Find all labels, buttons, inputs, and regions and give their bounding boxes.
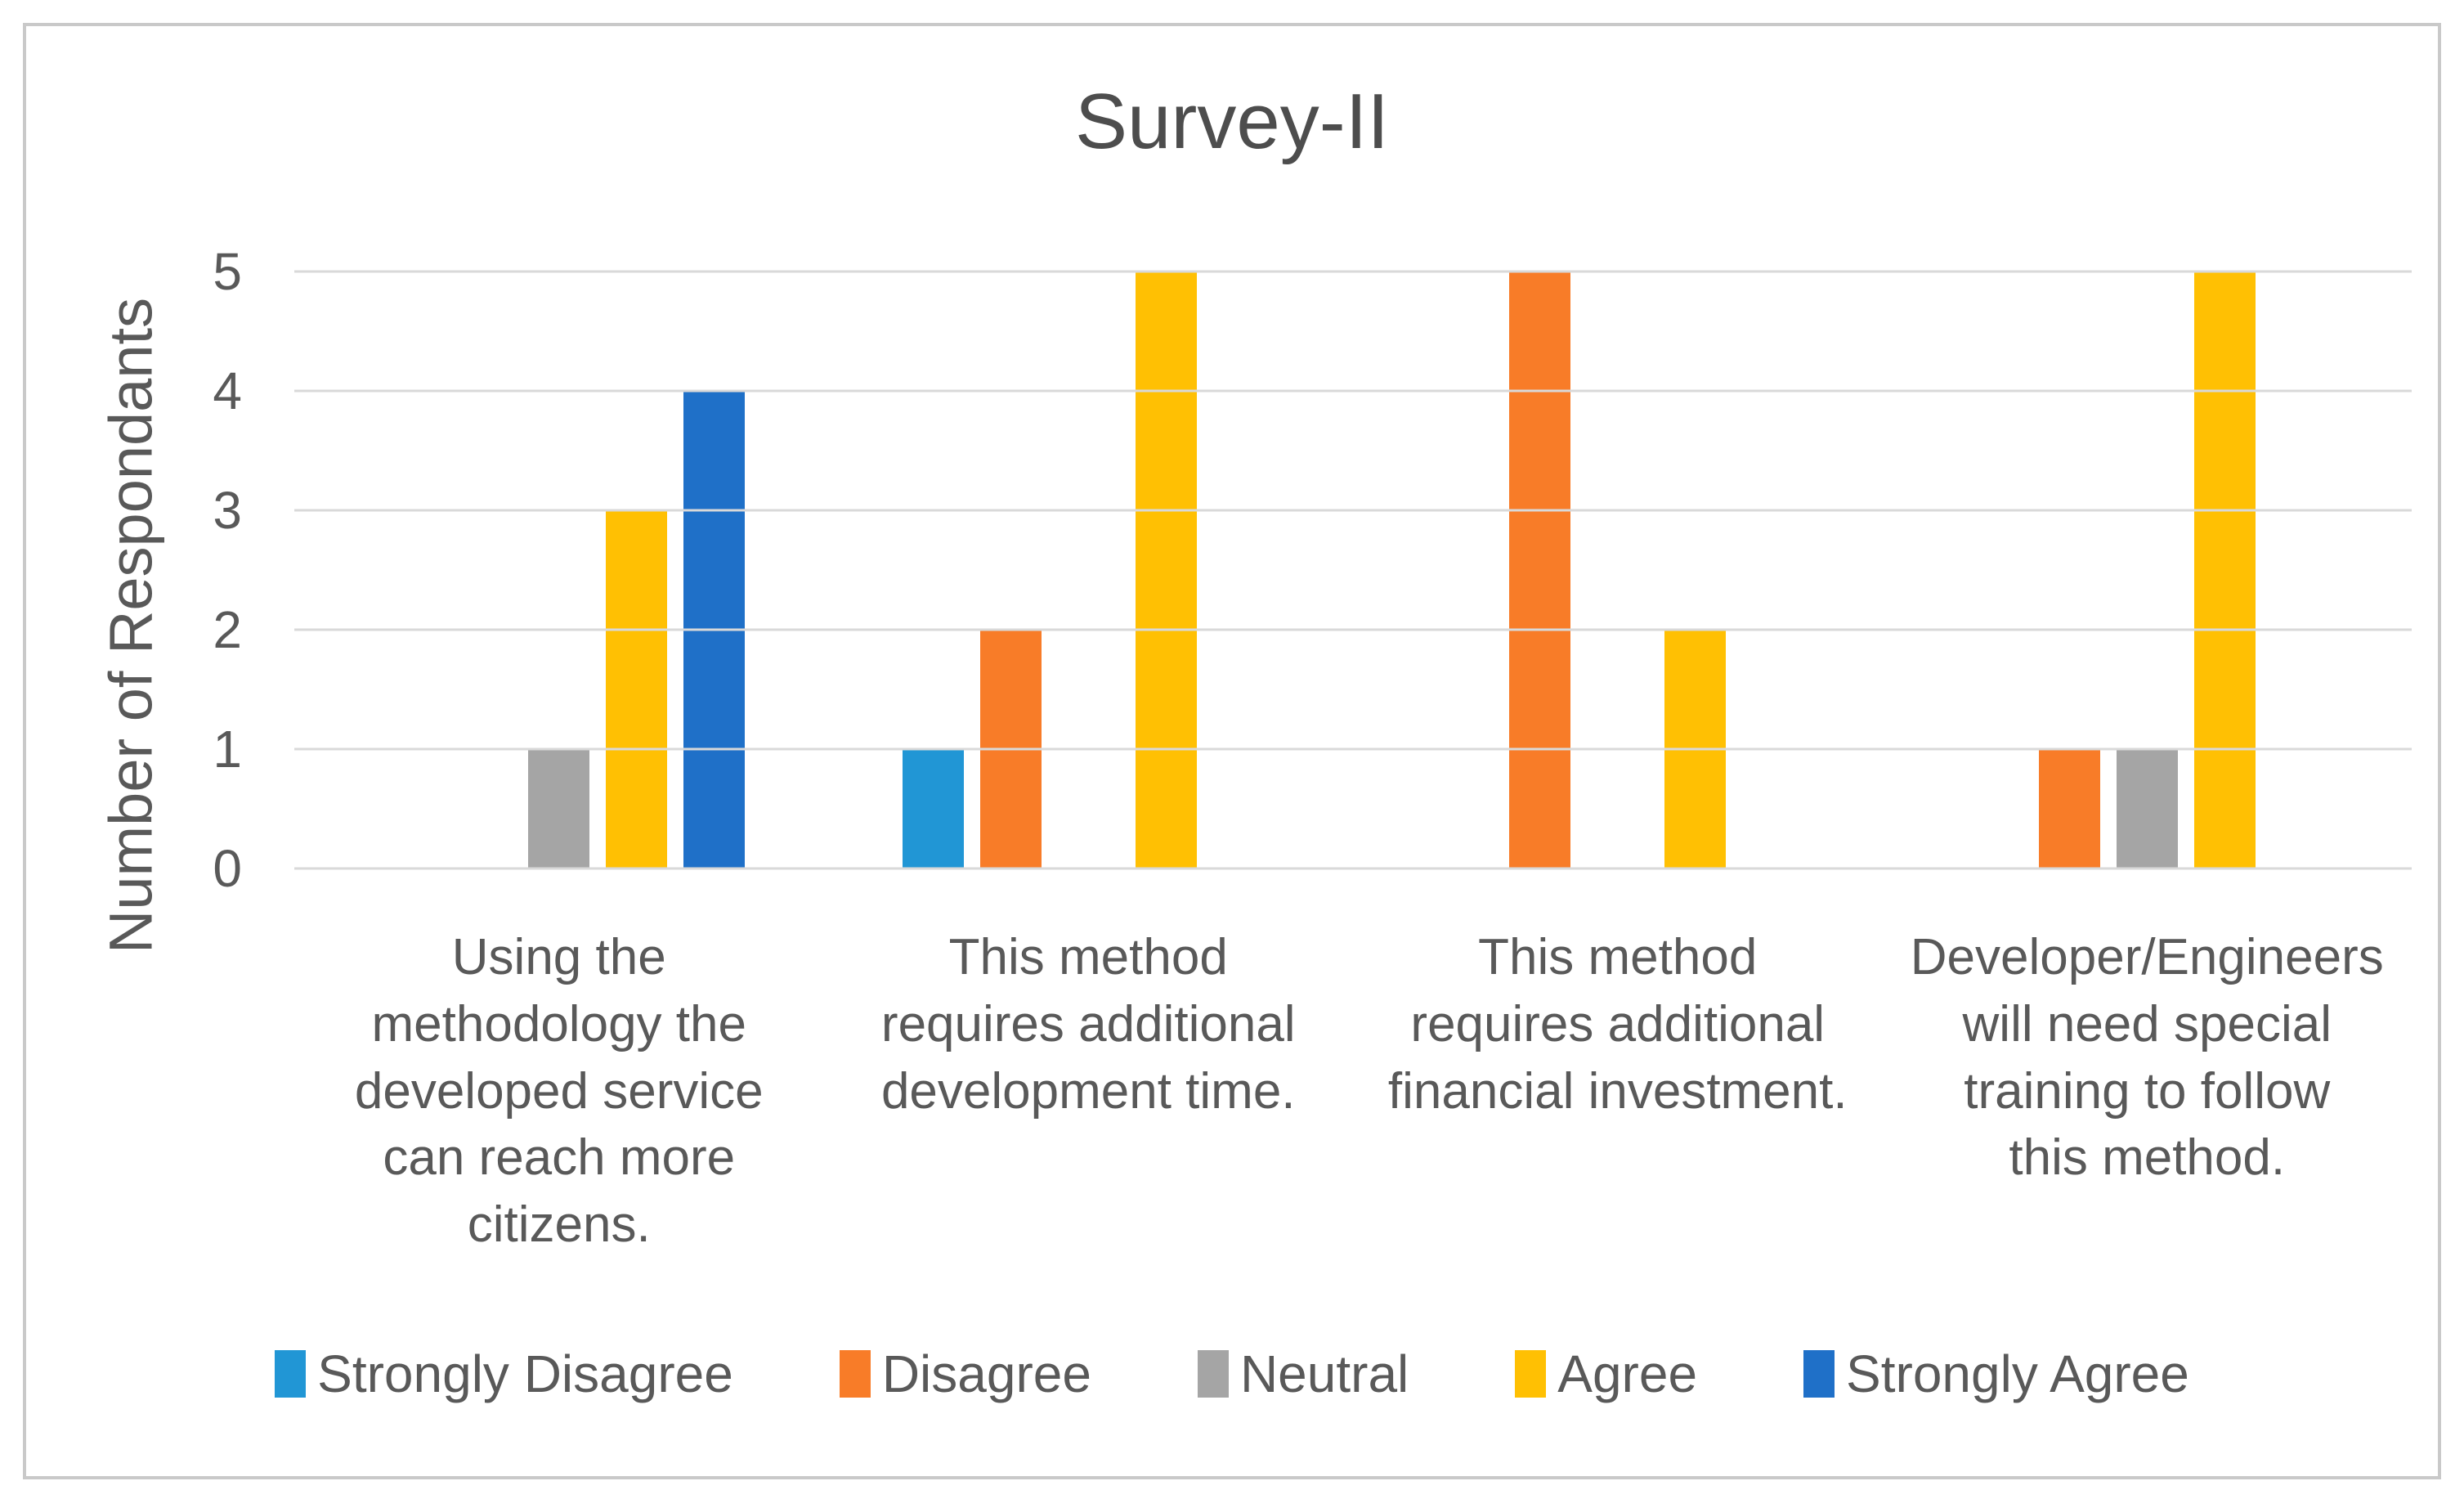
gridline-y-5 bbox=[294, 270, 2412, 273]
bar-group-3 bbox=[1353, 272, 1883, 868]
legend-swatch-agree bbox=[1515, 1350, 1547, 1398]
x-category-label-4: Developer/Engineers will need special tr… bbox=[1910, 929, 2384, 1187]
bar-strongly-disagree-group-2 bbox=[902, 749, 964, 868]
legend-item-disagree: Disagree bbox=[839, 1344, 1091, 1403]
legend-item-strongly-agree: Strongly Agree bbox=[1803, 1348, 2189, 1400]
legend-label-strongly-disagree: Strongly Disagree bbox=[317, 1344, 733, 1403]
y-axis-tick-labels: 0 1 2 3 4 5 bbox=[82, 245, 242, 895]
gridline-y-4 bbox=[294, 389, 2412, 393]
bar-neutral-group-4 bbox=[2116, 749, 2178, 868]
bar-agree-group-2 bbox=[1135, 272, 1197, 868]
plot-area bbox=[294, 270, 2412, 870]
x-category-label-2: This method requires additional developm… bbox=[880, 929, 1296, 1120]
x-category-label-3: This method requires additional financia… bbox=[1387, 929, 1848, 1120]
legend-item-neutral: Neutral bbox=[1197, 1344, 1409, 1403]
x-category-label-1: Using the methodology the developed serv… bbox=[354, 929, 764, 1254]
bar-group-1 bbox=[294, 272, 824, 868]
legend-item-agree: Agree bbox=[1515, 1348, 1697, 1400]
bar-neutral-group-1 bbox=[528, 749, 590, 868]
legend-swatch-strongly-disagree bbox=[275, 1350, 307, 1398]
bar-agree-group-1 bbox=[606, 510, 668, 868]
bar-agree-group-4 bbox=[2193, 272, 2256, 868]
bar-groups bbox=[294, 272, 2412, 868]
bar-group-2 bbox=[824, 272, 1354, 868]
legend-item-strongly-disagree: Strongly Disagree bbox=[275, 1348, 733, 1400]
legend-label-agree: Agree bbox=[1557, 1344, 1698, 1403]
gridline-y-0 bbox=[294, 867, 2412, 870]
legend-label-strongly-agree: Strongly Agree bbox=[1846, 1344, 2189, 1403]
gridline-y-1 bbox=[294, 747, 2412, 751]
y-tick-label-0: 0 bbox=[213, 839, 242, 898]
y-tick-label-2: 2 bbox=[213, 600, 242, 659]
y-tick-label-5: 5 bbox=[213, 242, 242, 301]
legend-label-neutral: Neutral bbox=[1239, 1344, 1409, 1403]
gridline-y-2 bbox=[294, 628, 2412, 631]
legend-label-disagree: Disagree bbox=[881, 1344, 1091, 1403]
legend-swatch-disagree bbox=[839, 1350, 871, 1398]
legend-swatch-neutral bbox=[1197, 1350, 1229, 1398]
bar-disagree-group-3 bbox=[1509, 272, 1571, 868]
chart-frame bbox=[23, 23, 2441, 1479]
x-axis-category-labels: Using the methodology the developed serv… bbox=[294, 924, 2412, 1259]
y-tick-label-3: 3 bbox=[213, 481, 242, 540]
legend: Strongly Disagree Disagree Neutral Agree Str… bbox=[0, 1348, 2464, 1400]
legend-swatch-strongly-agree bbox=[1803, 1350, 1835, 1398]
y-tick-label-1: 1 bbox=[213, 720, 242, 779]
y-tick-label-4: 4 bbox=[213, 361, 242, 420]
bar-disagree-group-4 bbox=[2038, 749, 2100, 868]
gridline-y-3 bbox=[294, 509, 2412, 512]
bar-group-4 bbox=[1883, 272, 2412, 868]
chart-title: Survey-II bbox=[1074, 78, 1390, 165]
